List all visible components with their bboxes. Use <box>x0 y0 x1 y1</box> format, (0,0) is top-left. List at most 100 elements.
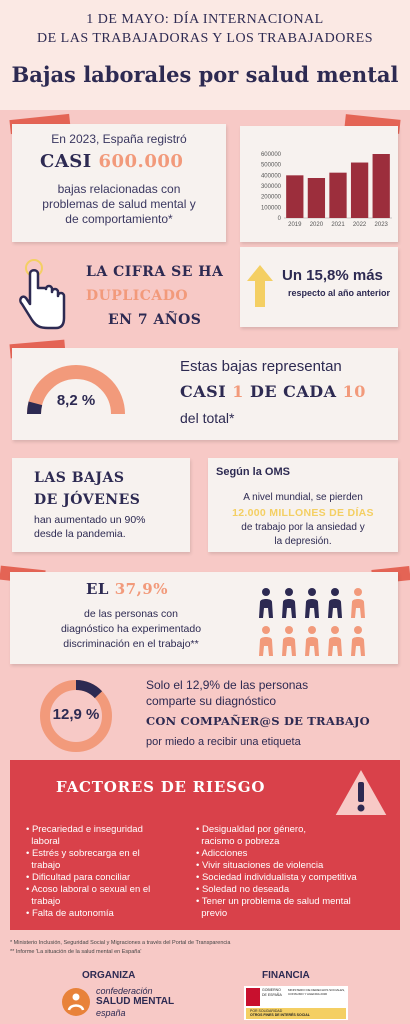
duplicado-line-2: DUPLICADO <box>86 288 189 304</box>
y-tick-label: 400000 <box>261 173 282 179</box>
risk-item: trabajo <box>26 896 61 907</box>
discrim-headline: EL 37,9% <box>86 580 168 598</box>
bar-2022 <box>350 162 369 218</box>
increase-value: Un 15,8% más <box>282 267 383 284</box>
discrim-el: EL <box>86 580 115 598</box>
y-tick-label: 0 <box>278 216 282 222</box>
half-donut-chart <box>27 365 125 415</box>
jovenes-line-2: DE JÓVENES <box>34 492 141 508</box>
discrim-line-4: discriminación en el trabajo** <box>63 638 199 650</box>
jovenes-line-4: desde la pandemia. <box>34 528 126 540</box>
diag-line-4: por miedo a recibir una etiqueta <box>146 736 301 748</box>
y-tick-label: 200000 <box>261 195 282 201</box>
person-icon <box>305 588 319 618</box>
salud-mental-logo-icon <box>62 988 90 1016</box>
oms-line-1: A nivel mundial, se pierden <box>243 492 363 503</box>
discrim-line-3: diagnóstico ha experimentado <box>60 623 202 635</box>
sol-line-2: OTROS FINES DE INTERÉS SOCIAL <box>250 1013 310 1017</box>
diag-percent: 12,9 % <box>52 706 100 723</box>
logo-line-2: SALUD MENTAL <box>96 996 175 1007</box>
discrimination-card: EL 37,9% de las personas con diagnóstico… <box>10 572 398 664</box>
big-one: 1 <box>232 382 244 401</box>
financia-label: FINANCIA <box>262 970 310 981</box>
risk-item: previo <box>196 908 228 919</box>
card-line-4: problemas de salud mental y <box>42 197 196 211</box>
gov-line-3: MINISTERIO DE DERECHOS SOCIALES, CONSUMO… <box>288 988 346 996</box>
diag-line-1: Solo el 12,9% de las personas <box>146 678 309 692</box>
card-line-1: En 2023, España registró <box>51 132 187 146</box>
oms-highlight: 12.000 MILLONES DE DÍAS <box>232 507 374 519</box>
y-tick-label: 600000 <box>261 152 282 158</box>
person-icon <box>282 626 296 656</box>
risk-item: • Soledad no deseada <box>196 884 290 895</box>
risk-item: • Acoso laboral o sexual en el <box>26 884 151 895</box>
y-tick-label: 300000 <box>261 184 282 190</box>
arrow-up-icon <box>247 265 273 307</box>
risk-item: • Desigualdad por género, <box>196 824 307 835</box>
bar-chart: 0 100000 200000 300000 400000 500000 600000 201… <box>261 152 392 228</box>
risk-item: racismo o pobreza <box>196 836 280 847</box>
stat-card-2023: En 2023, España registró CASI 600.000 ba… <box>12 124 226 242</box>
risk-item: • Estrés y sobrecarga en el <box>26 848 140 859</box>
warning-icon <box>332 765 390 817</box>
gov-line-1: GOBIERNO <box>262 988 281 992</box>
bar-2021 <box>329 172 347 218</box>
card-highlight: CASI 600.000 <box>40 151 183 172</box>
risk-item: • Adicciones <box>196 848 248 859</box>
share-line-1: Estas bajas representan <box>180 358 342 375</box>
logo-line-3: españa <box>96 1008 126 1018</box>
x-tick-label: 2020 <box>310 222 324 228</box>
people-pictogram <box>259 588 365 656</box>
person-icon <box>282 588 296 618</box>
donut-chart <box>40 680 112 752</box>
big-casi: CASI <box>180 382 233 401</box>
big-de-cada: DE CADA <box>243 382 343 401</box>
highlight-number: 600.000 <box>98 151 184 172</box>
diag-line-3: CON COMPAÑER@S DE TRABAJO <box>146 714 370 728</box>
organiza-label: ORGANIZA <box>82 970 136 981</box>
jovenes-card: LAS BAJAS DE JÓVENES han aumentado un 90… <box>12 458 190 552</box>
header-line-1: 1 DE MAYO: DÍA INTERNACIONAL <box>86 12 324 27</box>
share-percent: 8,2 % <box>56 392 96 409</box>
person-icon <box>259 626 273 656</box>
x-tick-label: 2021 <box>331 222 345 228</box>
page-title: Bajas laborales por salud mental <box>11 62 399 87</box>
header-band <box>0 0 410 110</box>
increase-sub: respecto al año anterior <box>288 288 391 298</box>
risk-item: • Dificultad para conciliar <box>26 872 131 883</box>
diag-line-2: comparte su diagnóstico <box>146 694 277 708</box>
risk-item: • Tener un problema de salud mental <box>196 896 351 907</box>
big-ten: 10 <box>342 382 366 401</box>
person-icon <box>351 588 365 618</box>
x-tick-label: 2023 <box>375 222 389 228</box>
risk-item: • Sociedad individualista y competitiva <box>196 872 357 883</box>
gov-line-2: DE ESPAÑA <box>262 993 282 997</box>
y-tick-label: 500000 <box>261 163 282 169</box>
duplicado-line-3: EN 7 AÑOS <box>108 312 202 328</box>
header-line-2: DE LAS TRABAJADORAS Y LOS TRABAJADORES <box>37 31 373 46</box>
highlight-casi: CASI <box>40 151 99 172</box>
discrim-line-2: de las personas con <box>84 608 178 620</box>
y-tick-label: 100000 <box>261 205 282 211</box>
risk-item: • Falta de autonomía <box>26 908 114 919</box>
logo-line-1: confederación <box>96 986 153 996</box>
solidaridad-band: POR SOLIDARIDAD OTROS FINES DE INTERÉS S… <box>246 1008 346 1019</box>
hand-pointer-icon <box>18 258 68 334</box>
oms-title: Según la OMS <box>216 466 290 478</box>
increase-card: Un 15,8% más respecto al año anterior <box>240 247 398 327</box>
discrim-pct: 37,9% <box>114 580 168 598</box>
risk-item: • Vivir situaciones de violencia <box>196 860 324 871</box>
oms-card: Según la OMS A nivel mundial, se pierden… <box>208 458 398 552</box>
share-card: 8,2 % Estas bajas representan CASI 1 DE … <box>12 348 398 440</box>
person-icon <box>328 626 342 656</box>
card-line-3: bajas relacionadas con <box>57 182 181 196</box>
duplicado-line-1: LA CIFRA SE HA <box>86 264 224 280</box>
bar-chart-card: 0 100000 200000 300000 400000 500000 600000 201… <box>240 126 398 242</box>
share-big: CASI 1 DE CADA 10 <box>180 382 366 401</box>
sol-line-1: POR SOLIDARIDAD <box>250 1009 283 1013</box>
person-icon <box>305 626 319 656</box>
oms-line-4: la depresión. <box>274 536 332 547</box>
risk-title: FACTORES DE RIESGO <box>56 778 266 796</box>
bar-2023 <box>372 154 390 218</box>
financia-logo: GOBIERNO DE ESPAÑA MINISTERIO DE DERECHO… <box>244 986 348 1020</box>
